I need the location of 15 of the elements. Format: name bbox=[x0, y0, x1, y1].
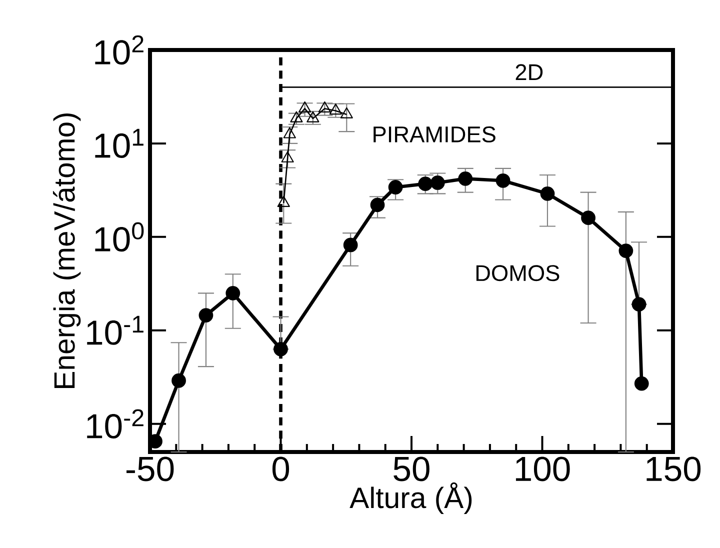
y-axis-title: Energia (meV/átomo) bbox=[52, 113, 81, 388]
y-tick-label: 10$^{2}$ bbox=[95, 35, 144, 65]
series-label: 2D bbox=[516, 64, 543, 80]
text: DOMOS bbox=[476, 265, 560, 282]
x-tick-label: 50 bbox=[394, 456, 430, 482]
y-tick-label: 10$^{-2}$ bbox=[87, 409, 144, 439]
series-label: PIRAMIDES bbox=[374, 126, 496, 142]
y-tick-label: 10$^{-1}$ bbox=[87, 316, 144, 345]
x-tick-label: -50 bbox=[126, 456, 174, 482]
x-tick-label: 150 bbox=[646, 456, 701, 482]
x-tick-label: 0 bbox=[272, 456, 290, 482]
y-tick-label: 10$^{1}$ bbox=[95, 128, 144, 158]
x-axis-title: Altura (Å) bbox=[350, 482, 472, 514]
y-tick-label: 10$^{0}$ bbox=[95, 222, 144, 252]
x-tick-label: 100 bbox=[516, 456, 570, 482]
